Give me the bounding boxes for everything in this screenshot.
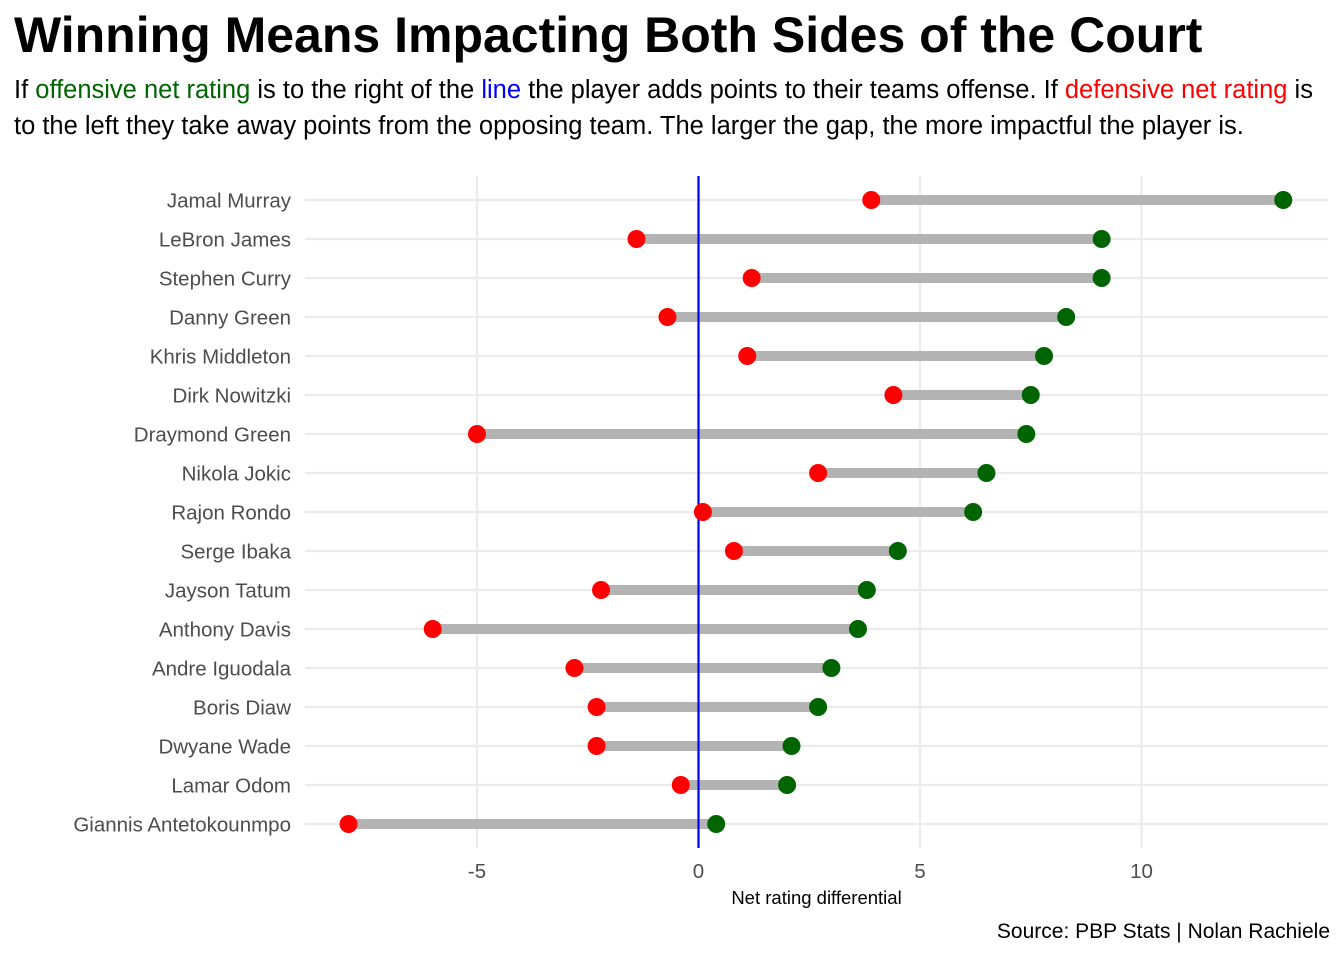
defensive-rating-point: [693, 503, 712, 521]
offensive-rating-point: [1057, 308, 1076, 326]
offensive-rating-point: [1092, 230, 1111, 248]
offensive-rating-point: [888, 542, 907, 560]
offensive-rating-point: [822, 659, 841, 677]
defensive-rating-point: [724, 542, 743, 560]
labels-layer: Jamal Murray LeBron James Stephen Curry Dan…: [73, 190, 1153, 909]
subtitle-defensive-highlight: defensive net rating: [1064, 76, 1288, 104]
offensive-rating-point: [857, 581, 876, 599]
offensive-rating-point: [1017, 425, 1036, 443]
offensive-rating-point: [1274, 191, 1293, 209]
y-tick-label: Draymond Green: [134, 424, 291, 447]
subtitle-text-4: is to the left they take away points fro…: [14, 76, 1313, 140]
offensive-rating-point: [1092, 269, 1111, 287]
offensive-rating-point: [778, 776, 797, 794]
x-axis-title: Net rating differential: [731, 887, 901, 908]
x-tick-label: 0: [693, 860, 704, 883]
y-tick-label: Lamar Odom: [171, 775, 291, 798]
y-tick-label: Dirk Nowitzki: [173, 385, 291, 408]
y-tick-label: Jayson Tatum: [165, 580, 291, 603]
defensive-rating-point: [587, 737, 606, 755]
y-tick-label: Danny Green: [169, 307, 291, 330]
offensive-rating-point: [1035, 347, 1054, 365]
defensive-rating-point: [592, 581, 611, 599]
offensive-rating-point: [782, 737, 801, 755]
subtitle-text-3: the player adds points to their teams of…: [521, 76, 1065, 104]
source-caption: Source: PBP Stats | Nolan Rachiele: [996, 920, 1330, 943]
y-tick-label: Stephen Curry: [159, 268, 292, 291]
y-tick-label: Anthony Davis: [159, 619, 291, 642]
offensive-rating-point: [964, 503, 983, 521]
y-tick-label: LeBron James: [159, 229, 291, 252]
offensive-rating-point: [977, 464, 996, 482]
y-tick-label: Boris Diaw: [193, 697, 291, 720]
y-tick-label: Nikola Jokic: [182, 463, 291, 486]
y-tick-label: Rajon Rondo: [171, 502, 291, 525]
y-tick-label: Giannis Antetokounmpo: [73, 814, 291, 837]
defensive-rating-point: [884, 386, 903, 404]
offensive-rating-point: [1021, 386, 1040, 404]
defensive-rating-point: [671, 776, 690, 794]
defensive-rating-point: [565, 659, 584, 677]
defensive-rating-point: [742, 269, 761, 287]
y-tick-label: Serge Ibaka: [180, 541, 291, 564]
chart-title: Winning Means Impacting Both Sides of th…: [14, 7, 1203, 63]
subtitle-text-1: If: [14, 76, 36, 104]
defensive-rating-point: [587, 698, 606, 716]
x-tick-label: 5: [914, 860, 925, 883]
offensive-rating-point: [848, 620, 867, 638]
defensive-rating-point: [423, 620, 442, 638]
defensive-rating-point: [738, 347, 757, 365]
defensive-rating-point: [809, 464, 828, 482]
x-tick-label: -5: [468, 860, 486, 883]
offensive-rating-point: [809, 698, 828, 716]
marks-layer: [339, 176, 1293, 848]
defensive-rating-point: [658, 308, 677, 326]
y-tick-label: Jamal Murray: [167, 190, 292, 213]
x-tick-label: 10: [1130, 860, 1153, 883]
subtitle-text-2: is to the right of the: [250, 76, 482, 104]
defensive-rating-point: [339, 815, 358, 833]
y-tick-label: Dwyane Wade: [158, 736, 291, 759]
defensive-rating-point: [862, 191, 881, 209]
defensive-rating-point: [627, 230, 646, 248]
y-tick-label: Khris Middleton: [150, 346, 291, 369]
defensive-rating-point: [468, 425, 486, 443]
offensive-rating-point: [707, 815, 726, 833]
subtitle-line-highlight: line: [481, 76, 522, 104]
chart-subtitle: If offensive net rating is to the right …: [14, 72, 1334, 144]
y-tick-label: Andre Iguodala: [152, 658, 292, 681]
subtitle-offensive-highlight: offensive net rating: [35, 76, 251, 104]
